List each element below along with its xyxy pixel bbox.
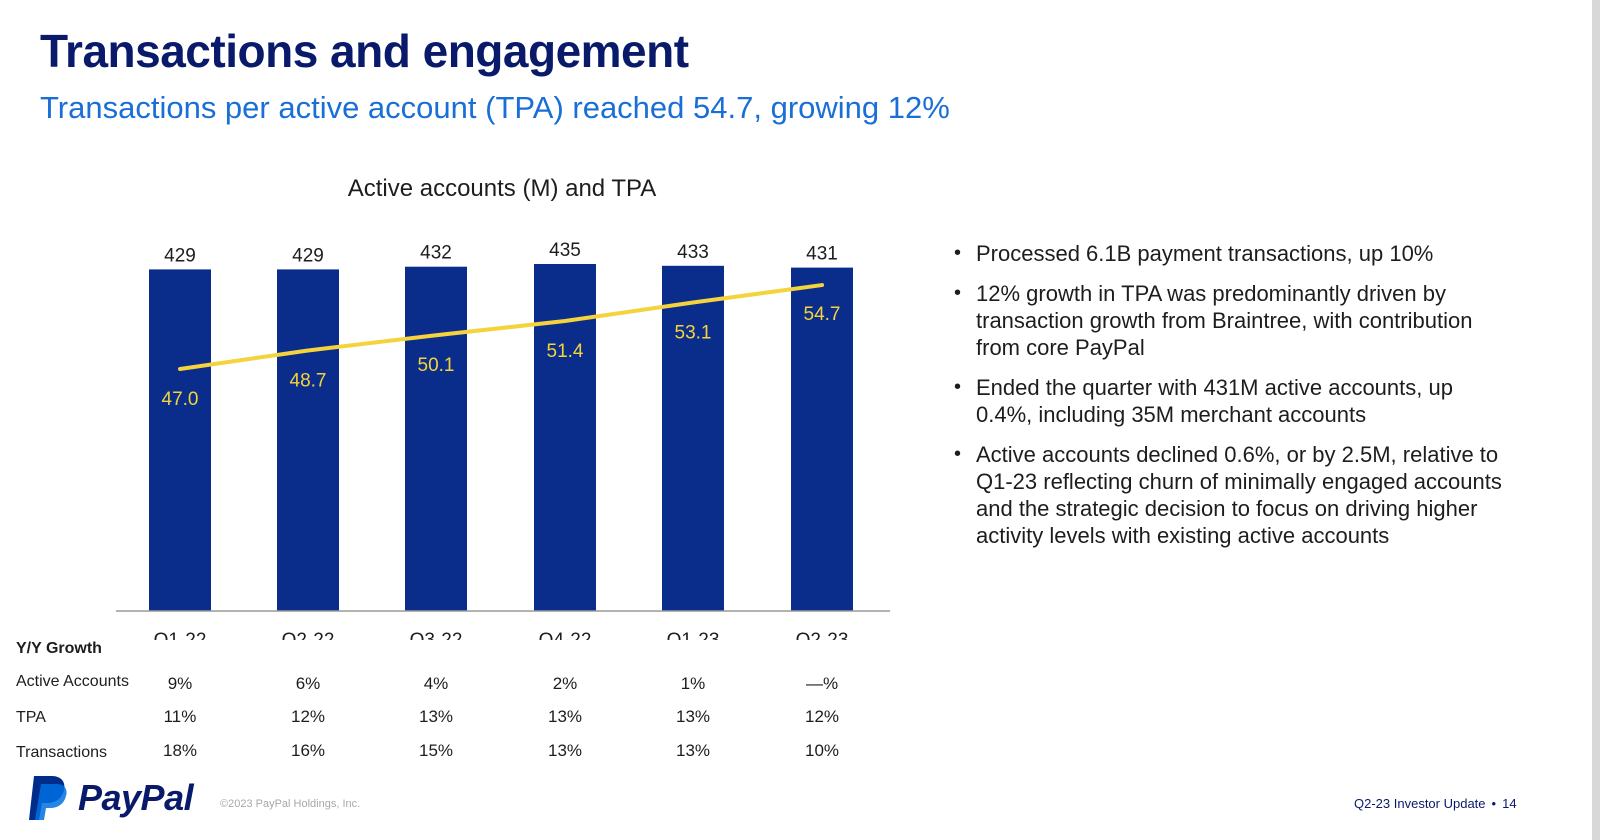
bullet-item: Active accounts declined 0.6%, or by 2.5…: [952, 441, 1512, 549]
growth-row-label: Transactions: [16, 744, 107, 761]
bullet-item: Processed 6.1B payment transactions, up …: [952, 240, 1512, 267]
x-tick-label: Q2-22: [282, 630, 335, 640]
growth-cell: 10%: [804, 741, 840, 760]
page-subtitle: Transactions per active account (TPA) re…: [40, 90, 950, 125]
footer-page-info: Q2-23 Investor Update • 14: [1354, 796, 1517, 811]
growth-cell: 6%: [295, 674, 321, 693]
bar-value-label: 432: [420, 243, 452, 264]
paypal-wordmark: PayPal: [78, 777, 194, 818]
bars-group: [149, 264, 853, 611]
growth-cell: 13%: [675, 707, 711, 726]
copyright-text: ©2023 PayPal Holdings, Inc.: [220, 798, 361, 810]
tpa-value-label: 50.1: [418, 355, 455, 376]
growth-cell: 13%: [547, 707, 583, 726]
chart-title: Active accounts (M) and TPA: [348, 175, 657, 202]
growth-row-label: Active Accounts: [16, 673, 129, 690]
growth-cell: 12%: [290, 707, 326, 726]
growth-cell: 13%: [547, 741, 583, 760]
active-accounts-tpa-chart: Active accounts (M) and TPA 429 429 432 435…: [116, 175, 890, 640]
tpa-value-label: 54.7: [804, 304, 841, 325]
tpa-value-label: 51.4: [547, 341, 584, 362]
tpa-line: [178, 283, 824, 371]
tpa-line-group: [178, 283, 824, 371]
bullet-item: 12% growth in TPA was predominantly driv…: [952, 280, 1512, 361]
bar: [277, 269, 339, 611]
bar-value-label: 429: [292, 245, 324, 266]
growth-cell: 4%: [423, 674, 449, 693]
growth-cell: 15%: [418, 741, 454, 760]
bar: [149, 269, 211, 611]
bar: [791, 267, 853, 611]
x-tick-label: Q4-22: [539, 630, 592, 640]
footer-separator: •: [1491, 796, 1497, 811]
growth-cell: 16%: [290, 741, 326, 760]
bar: [662, 265, 724, 611]
paypal-logo: PayPal: [28, 774, 194, 822]
bar-labels-group: 429 429 432 435 433 431: [164, 240, 838, 266]
growth-cell: 9%: [167, 674, 193, 693]
bar-value-label: 431: [806, 244, 838, 265]
tpa-value-label: 53.1: [675, 323, 712, 344]
page-title: Transactions and engagement: [40, 25, 689, 77]
growth-cell: 13%: [675, 741, 711, 760]
growth-row-label: TPA: [16, 709, 46, 726]
x-tick-label: Q3-22: [410, 630, 463, 640]
tpa-labels-group: 47.0 48.7 50.1 51.4 53.1 54.7: [162, 304, 841, 410]
paypal-p-icon: [29, 776, 67, 820]
bullet-item: Ended the quarter with 431M active accou…: [952, 374, 1512, 428]
x-tick-label: Q1-23: [667, 630, 720, 640]
document-name: Q2-23 Investor Update: [1354, 796, 1486, 811]
bar-value-label: 433: [677, 242, 709, 263]
bar: [405, 266, 467, 611]
tpa-value-label: 48.7: [290, 370, 327, 391]
bar-value-label: 435: [549, 240, 581, 261]
growth-cell: 11%: [163, 707, 197, 726]
growth-table-header: Y/Y Growth: [16, 640, 102, 657]
page-number: 14: [1502, 796, 1517, 811]
tpa-value-label: 47.0: [162, 389, 199, 410]
growth-cell: 2%: [552, 674, 578, 693]
window-edge: [1592, 0, 1600, 840]
bar-value-label: 429: [164, 245, 196, 266]
x-tick-labels-group: Q1-22 Q2-22 Q3-22 Q4-22 Q1-23 Q2-23: [154, 630, 849, 640]
growth-cell: 13%: [418, 707, 454, 726]
growth-cell: —%: [805, 674, 839, 693]
bullet-list: Processed 6.1B payment transactions, up …: [952, 240, 1512, 562]
growth-cell: 12%: [804, 707, 840, 726]
growth-cell: 1%: [680, 674, 706, 693]
x-tick-label: Q2-23: [796, 630, 849, 640]
x-tick-label: Q1-22: [154, 630, 207, 640]
growth-cell: 18%: [162, 741, 198, 760]
